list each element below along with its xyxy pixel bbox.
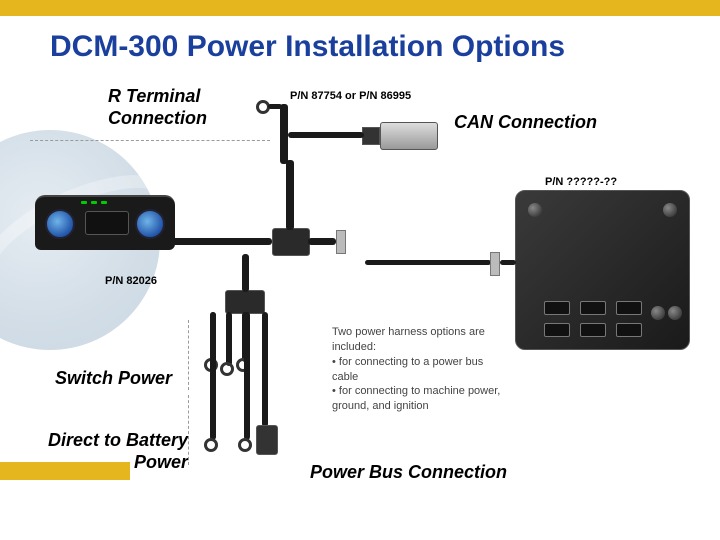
power-bus-connector — [256, 425, 278, 455]
cable-hub-split — [242, 254, 249, 292]
cable-hub-dcm-v — [165, 218, 175, 245]
top-accent-stripe — [0, 0, 720, 16]
cable-hub-dcm-h — [172, 238, 272, 245]
label-r-terminal-l1: R Terminal — [108, 86, 200, 106]
cable-hub-up — [286, 160, 294, 230]
monitor-knob-tl — [528, 203, 542, 217]
monitor-port-2 — [580, 301, 606, 315]
usb-plug-b — [490, 252, 500, 276]
dcm-db9-port — [85, 211, 129, 235]
pn-top-cable: P/N 87754 or P/N 86995 — [290, 90, 411, 102]
dcm-led-1 — [81, 201, 87, 204]
options-b2: • for connecting to machine power, groun… — [332, 384, 502, 414]
monitor-port-1 — [544, 301, 570, 315]
options-intro: Two power harness options are included: — [332, 325, 502, 355]
label-direct-battery: Direct to Battery Power — [28, 430, 188, 473]
can-connector — [380, 122, 438, 150]
cable-switch-2 — [226, 312, 232, 366]
page-title: DCM-300 Power Installation Options — [50, 30, 690, 64]
batt-ring-2 — [238, 438, 252, 452]
label-r-terminal: R Terminal Connection — [108, 86, 207, 129]
cable-hub-usb-1 — [308, 238, 336, 245]
options-text: Two power harness options are included: … — [332, 325, 502, 414]
cable-rterm — [268, 104, 282, 109]
monitor-knob-tr — [663, 203, 677, 217]
harness-split — [225, 290, 265, 314]
callout-dash-rterminal — [30, 140, 270, 141]
cable-batt-1 — [210, 312, 216, 440]
monitor-knob-br2 — [668, 306, 682, 320]
dcm-led-3 — [101, 201, 107, 204]
label-switch-power: Switch Power — [55, 368, 185, 390]
cable-usb-monitor — [365, 260, 491, 265]
label-direct-battery-l1: Direct to Battery — [48, 430, 188, 450]
usb-plug-a — [336, 230, 346, 254]
label-direct-battery-l2: Power — [134, 452, 188, 472]
can-connector-collar — [362, 127, 380, 145]
dcm-300-unit — [35, 195, 175, 250]
monitor-port-6 — [616, 323, 642, 337]
pn-dcm-cable: P/N 82026 — [105, 275, 157, 287]
label-r-terminal-l2: Connection — [108, 108, 207, 128]
label-can-connection: CAN Connection — [454, 112, 597, 134]
callout-dash-battery — [188, 395, 189, 465]
monitor-knob-br1 — [651, 306, 665, 320]
junction-hub — [272, 228, 310, 256]
cable-batt-2 — [244, 312, 250, 440]
label-power-bus: Power Bus Connection — [310, 462, 507, 484]
monitor-port-4 — [544, 323, 570, 337]
cable-can-down — [280, 104, 288, 164]
display-monitor-rear — [515, 190, 690, 350]
options-b1: • for connecting to a power bus cable — [332, 355, 502, 385]
cable-usb-monitor-end — [500, 260, 516, 265]
callout-dash-switch — [188, 320, 189, 390]
monitor-port-5 — [580, 323, 606, 337]
batt-ring-1 — [204, 438, 218, 452]
switch-ring-2 — [220, 362, 234, 376]
cable-can-left — [288, 132, 364, 138]
monitor-port-3 — [616, 301, 642, 315]
cable-powerbus-v — [262, 312, 268, 427]
pn-monitor: P/N ?????-?? — [545, 176, 617, 188]
dcm-led-2 — [91, 201, 97, 204]
